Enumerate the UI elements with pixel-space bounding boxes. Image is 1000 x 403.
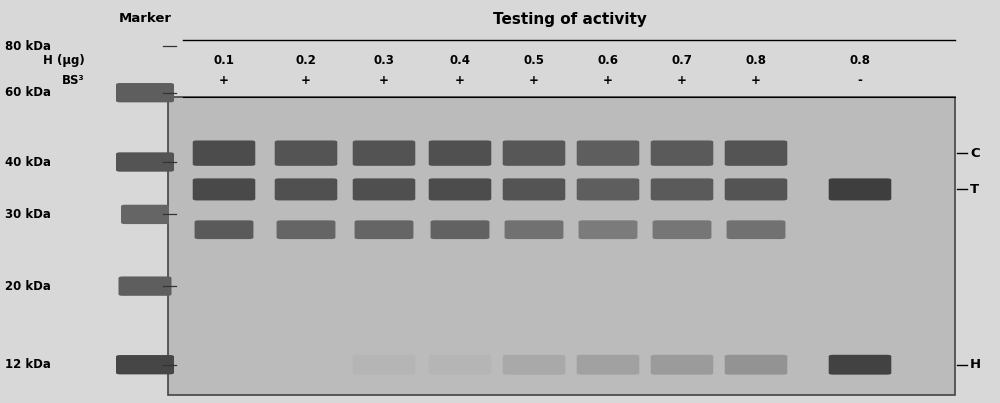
FancyBboxPatch shape	[503, 141, 565, 166]
FancyBboxPatch shape	[116, 355, 174, 374]
Text: 80 kDa: 80 kDa	[5, 40, 51, 53]
Text: H: H	[970, 358, 981, 371]
Text: Marker: Marker	[119, 12, 172, 25]
Text: -: -	[858, 74, 862, 87]
Text: Testing of activity: Testing of activity	[493, 12, 647, 27]
Text: H (μg): H (μg)	[43, 54, 85, 67]
FancyBboxPatch shape	[653, 220, 711, 239]
Text: BS³: BS³	[62, 74, 85, 87]
Text: 0.4: 0.4	[450, 54, 471, 67]
Text: +: +	[751, 74, 761, 87]
FancyBboxPatch shape	[503, 179, 565, 200]
Text: C: C	[970, 147, 980, 160]
Text: 0.7: 0.7	[672, 54, 692, 67]
FancyBboxPatch shape	[725, 141, 787, 166]
FancyBboxPatch shape	[725, 179, 787, 200]
FancyBboxPatch shape	[431, 220, 489, 239]
FancyBboxPatch shape	[275, 141, 337, 166]
Bar	[168, 97, 955, 395]
FancyBboxPatch shape	[503, 355, 565, 375]
FancyBboxPatch shape	[121, 205, 169, 224]
Text: +: +	[455, 74, 465, 87]
Text: 0.6: 0.6	[598, 54, 618, 67]
Text: 0.8: 0.8	[746, 54, 767, 67]
FancyBboxPatch shape	[353, 141, 415, 166]
FancyBboxPatch shape	[829, 179, 891, 200]
FancyBboxPatch shape	[651, 179, 713, 200]
Text: +: +	[219, 74, 229, 87]
Text: 20 kDa: 20 kDa	[5, 280, 51, 293]
FancyBboxPatch shape	[577, 179, 639, 200]
FancyBboxPatch shape	[119, 276, 172, 296]
FancyBboxPatch shape	[116, 83, 174, 102]
FancyBboxPatch shape	[429, 179, 491, 200]
Text: +: +	[301, 74, 311, 87]
FancyBboxPatch shape	[275, 179, 337, 200]
Text: 60 kDa: 60 kDa	[5, 86, 51, 99]
FancyBboxPatch shape	[505, 220, 563, 239]
FancyBboxPatch shape	[727, 220, 785, 239]
Text: 0.1: 0.1	[214, 54, 234, 67]
FancyBboxPatch shape	[277, 220, 335, 239]
FancyBboxPatch shape	[195, 220, 253, 239]
FancyBboxPatch shape	[429, 355, 491, 375]
FancyBboxPatch shape	[353, 179, 415, 200]
Text: 0.5: 0.5	[524, 54, 544, 67]
FancyBboxPatch shape	[193, 179, 255, 200]
Text: +: +	[529, 74, 539, 87]
Text: 12 kDa: 12 kDa	[5, 358, 51, 371]
Text: +: +	[379, 74, 389, 87]
FancyBboxPatch shape	[353, 355, 415, 375]
Text: 0.2: 0.2	[296, 54, 316, 67]
FancyBboxPatch shape	[651, 141, 713, 166]
FancyBboxPatch shape	[577, 141, 639, 166]
Text: +: +	[677, 74, 687, 87]
FancyBboxPatch shape	[829, 355, 891, 375]
FancyBboxPatch shape	[116, 152, 174, 172]
FancyBboxPatch shape	[193, 141, 255, 166]
Text: +: +	[603, 74, 613, 87]
Text: 0.3: 0.3	[374, 54, 394, 67]
FancyBboxPatch shape	[651, 355, 713, 375]
FancyBboxPatch shape	[429, 141, 491, 166]
Text: 30 kDa: 30 kDa	[5, 208, 51, 221]
FancyBboxPatch shape	[579, 220, 637, 239]
FancyBboxPatch shape	[577, 355, 639, 375]
FancyBboxPatch shape	[725, 355, 787, 375]
Text: 40 kDa: 40 kDa	[5, 156, 51, 168]
FancyBboxPatch shape	[355, 220, 413, 239]
Text: T: T	[970, 183, 979, 196]
Text: 0.8: 0.8	[850, 54, 870, 67]
